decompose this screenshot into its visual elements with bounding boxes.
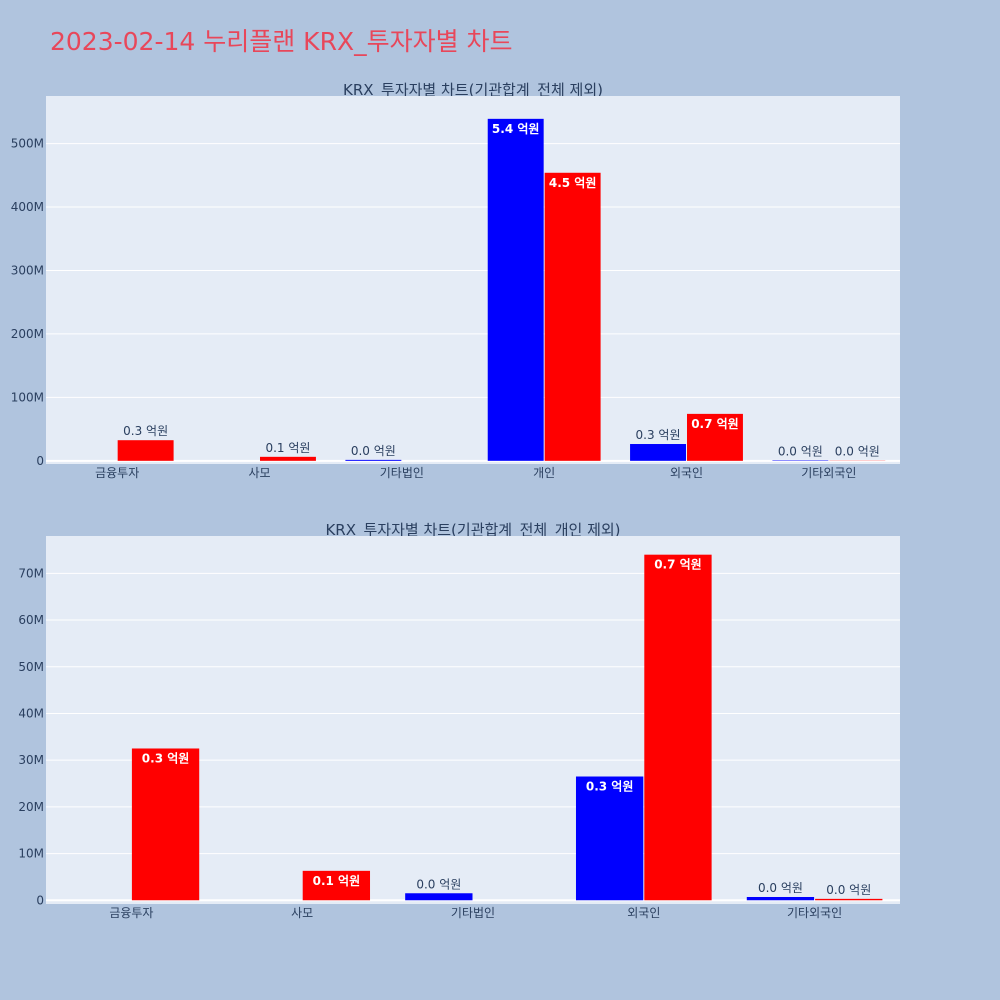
y-tick-label: 100M xyxy=(11,390,44,404)
bar xyxy=(131,748,200,901)
data-label: 0.7 억원 xyxy=(654,558,702,572)
y-tick-label: 20M xyxy=(18,800,44,814)
y-tick-label: 10M xyxy=(18,847,44,861)
bar xyxy=(487,118,544,461)
bar xyxy=(575,776,644,901)
bar xyxy=(687,413,743,461)
y-tick-label: 50M xyxy=(18,660,44,674)
data-label: 4.5 억원 xyxy=(549,176,597,190)
x-tick-label: 외국인 xyxy=(627,906,660,920)
x-tick-label: 기타외국인 xyxy=(787,906,842,920)
bar xyxy=(815,898,883,901)
data-label: 0.3 억원 xyxy=(123,424,168,438)
x-tick-label: 기타법인 xyxy=(451,906,495,920)
data-label: 0.1 억원 xyxy=(265,441,310,455)
bar xyxy=(746,896,815,901)
data-label: 0.0 억원 xyxy=(351,444,396,458)
plot-area xyxy=(46,96,900,464)
data-label: 0.0 억원 xyxy=(835,445,880,459)
page-title: 2023-02-14 누리플랜 KRX_투자자별 차트 xyxy=(50,27,513,56)
bar xyxy=(260,456,316,461)
chart-title: KRX_투자자별 차트(기관합계_전체_개인 제외) xyxy=(325,521,620,540)
x-tick-label: 금융투자 xyxy=(109,906,153,920)
x-tick-label: 기타외국인 xyxy=(801,466,856,480)
x-tick-label: 사모 xyxy=(291,906,313,920)
y-tick-label: 70M xyxy=(18,566,44,580)
y-tick-label: 0 xyxy=(36,454,44,468)
data-label: 0.3 억원 xyxy=(636,428,681,442)
chart-title: KRX_투자자별 차트(기관합계_전체 제외) xyxy=(343,81,603,100)
data-label: 0.3 억원 xyxy=(142,751,190,765)
data-label: 0.0 억원 xyxy=(826,883,871,897)
y-tick-label: 300M xyxy=(11,263,44,277)
y-tick-label: 200M xyxy=(11,327,44,341)
y-tick-label: 30M xyxy=(18,753,44,767)
y-tick-label: 500M xyxy=(11,137,44,151)
chart-investor-excluding-total-and-individual: KRX_투자자별 차트(기관합계_전체_개인 제외) 0 10M 20M 30M 40M 5… xyxy=(18,521,900,920)
data-label: 0.0 억원 xyxy=(778,444,823,458)
x-tick-label: 금융투자 xyxy=(95,466,139,480)
bar xyxy=(117,440,174,461)
bar xyxy=(302,870,371,901)
x-tick-label: 기타법인 xyxy=(380,466,424,480)
x-tick-label: 외국인 xyxy=(670,466,703,480)
data-label: 0.3 억원 xyxy=(586,780,634,794)
data-label: 0.0 억원 xyxy=(416,877,461,891)
bar xyxy=(405,893,473,901)
x-tick-label: 개인 xyxy=(533,466,555,480)
y-tick-label: 60M xyxy=(18,613,44,627)
bar xyxy=(544,172,601,461)
data-label: 5.4 억원 xyxy=(492,122,540,136)
data-label: 0.7 억원 xyxy=(691,417,739,431)
y-tick-label: 400M xyxy=(11,200,44,214)
x-tick-label: 사모 xyxy=(248,466,270,480)
bar xyxy=(630,444,686,461)
bar xyxy=(345,459,402,461)
chart-investor-excluding-total: KRX_투자자별 차트(기관합계_전체 제외) 0 100M 200M 300M 400M… xyxy=(11,81,900,480)
bar xyxy=(644,554,712,901)
y-tick-label: 0 xyxy=(36,893,44,907)
y-tick-label: 40M xyxy=(18,706,44,720)
data-label: 0.1 억원 xyxy=(313,874,361,888)
data-label: 0.0 억원 xyxy=(758,881,803,895)
